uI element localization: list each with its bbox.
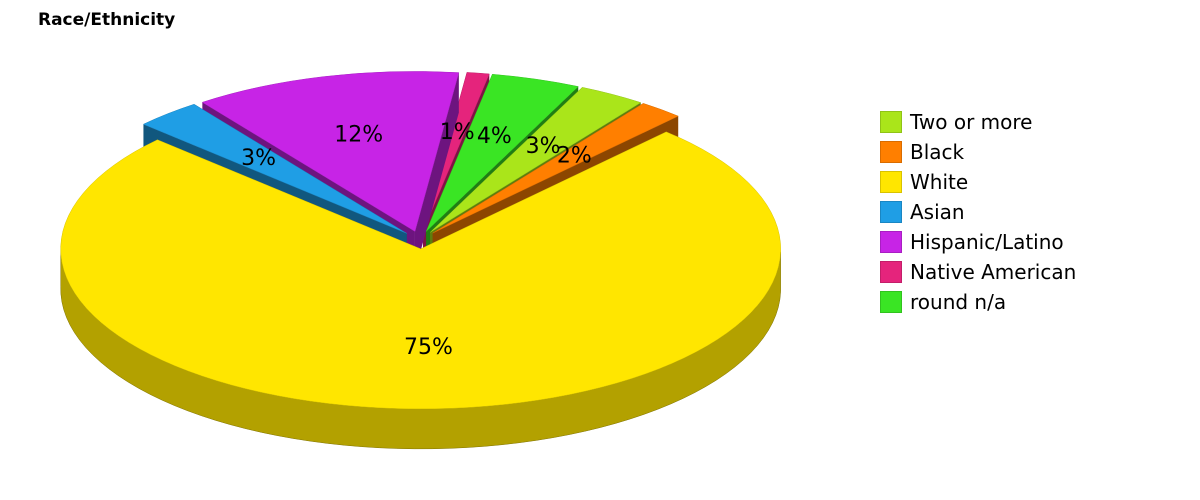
- legend-item-native-american: Native American: [880, 260, 1076, 284]
- legend-label: Hispanic/Latino: [910, 230, 1064, 254]
- legend-item-white: White: [880, 170, 1076, 194]
- pie-slice-label-hispanic-latino: 12%: [334, 122, 383, 147]
- pie-slice-label-white: 75%: [404, 335, 453, 360]
- legend-label: Native American: [910, 260, 1076, 284]
- legend-swatch: [880, 111, 902, 133]
- legend-swatch: [880, 141, 902, 163]
- pie-slice-label-black: 2%: [557, 143, 592, 168]
- pie-slice-label-asian: 3%: [241, 146, 276, 171]
- legend-label: Asian: [910, 200, 965, 224]
- pie-slice-label-round-na: 4%: [477, 124, 512, 149]
- legend: Two or more Black White Asian Hispanic/Latin…: [880, 110, 1076, 320]
- legend-swatch: [880, 171, 902, 193]
- legend-item-hispanic-latino: Hispanic/Latino: [880, 230, 1076, 254]
- legend-label: Black: [910, 140, 964, 164]
- legend-label: Two or more: [910, 110, 1032, 134]
- legend-swatch: [880, 291, 902, 313]
- legend-label: round n/a: [910, 290, 1006, 314]
- legend-item-two-or-more: Two or more: [880, 110, 1076, 134]
- legend-swatch: [880, 231, 902, 253]
- pie-slice-label-two-or-more: 3%: [526, 134, 561, 159]
- pie-slice-label-native-american: 1%: [440, 120, 475, 145]
- legend-label: White: [910, 170, 968, 194]
- legend-item-asian: Asian: [880, 200, 1076, 224]
- legend-item-black: Black: [880, 140, 1076, 164]
- legend-swatch: [880, 201, 902, 223]
- legend-swatch: [880, 261, 902, 283]
- legend-item-round-na: round n/a: [880, 290, 1076, 314]
